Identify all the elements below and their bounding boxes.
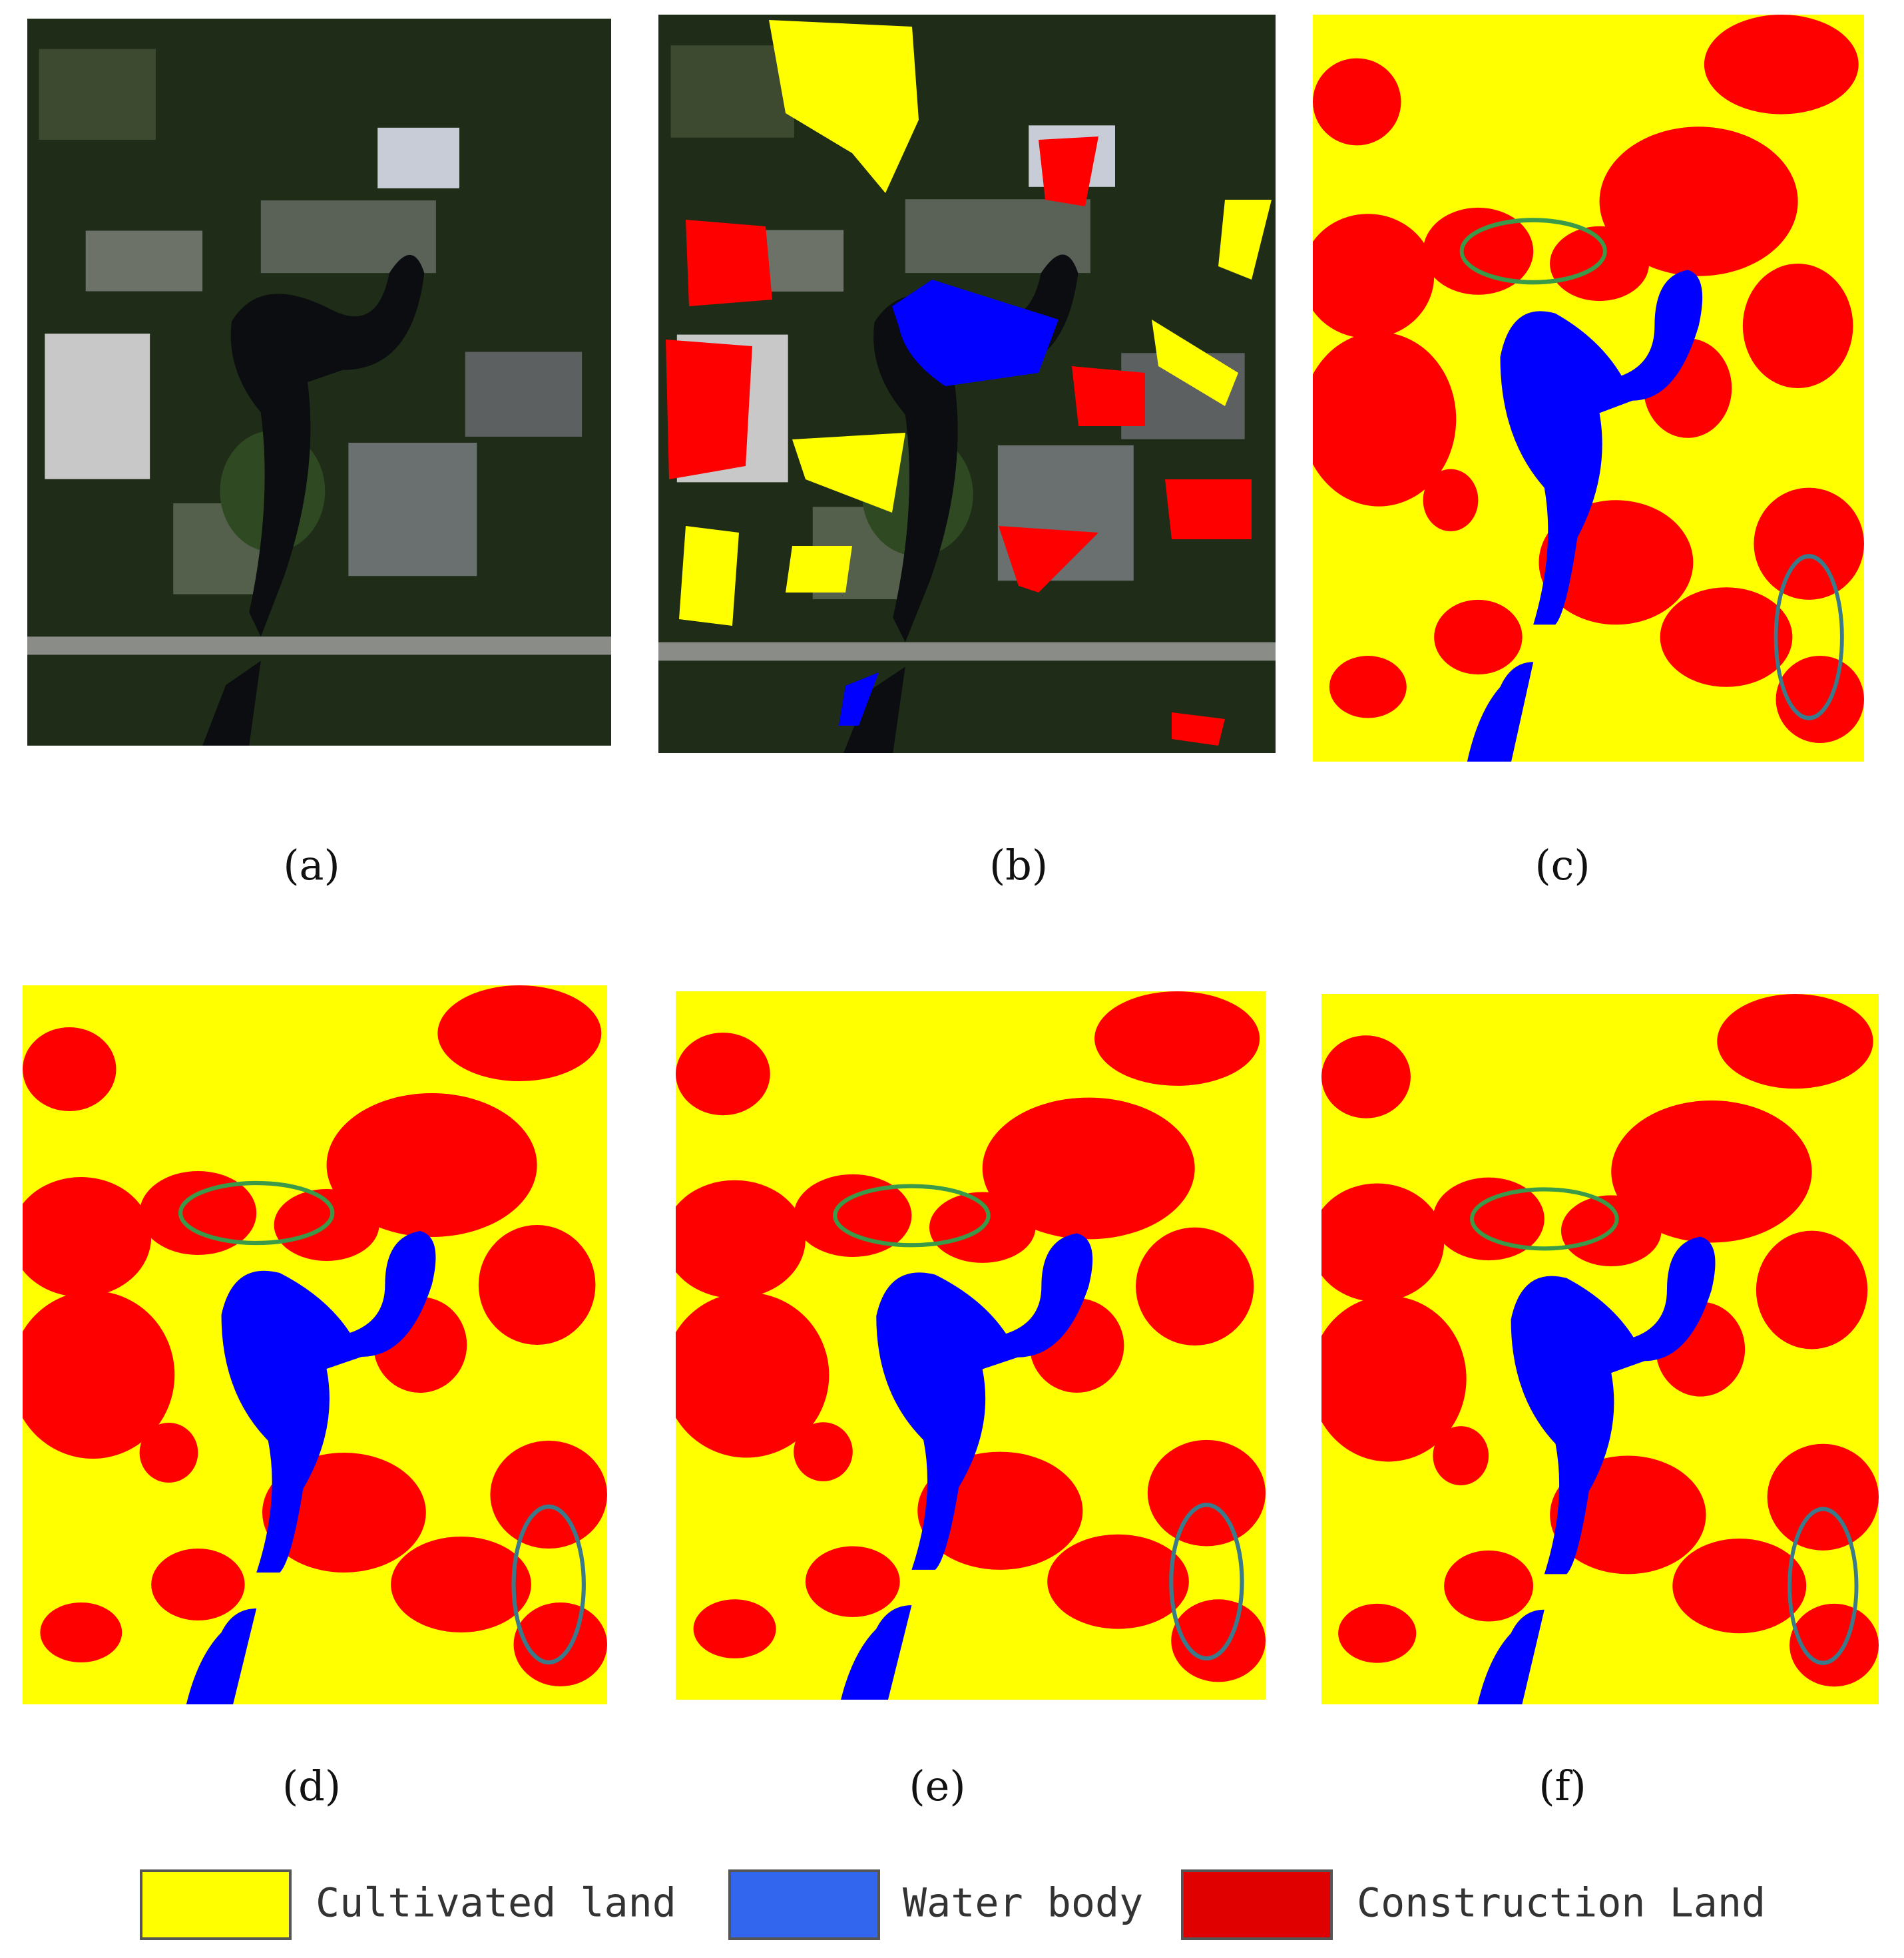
panel-label: (d) — [282, 1762, 341, 1810]
legend-swatch — [728, 1869, 880, 1940]
classification-map — [1310, 994, 1879, 1704]
legend-swatch — [140, 1869, 292, 1940]
panel-label: (b) — [989, 841, 1048, 889]
classification-map — [664, 991, 1266, 1700]
satellite-image — [27, 19, 611, 746]
panel-label: (c) — [1535, 841, 1590, 889]
labelled-sample-image — [658, 15, 1276, 753]
legend-label: Construction Land — [1357, 1880, 1766, 1927]
classification-map — [1302, 15, 1864, 762]
panel-label: (e) — [909, 1762, 965, 1810]
legend-label: Water body — [903, 1880, 1143, 1927]
classification-map — [11, 985, 607, 1704]
legend-label: Cultivated land — [316, 1880, 676, 1927]
legend-swatch — [1181, 1869, 1333, 1940]
panel-label: (f) — [1539, 1762, 1586, 1810]
panel-label: (a) — [283, 841, 340, 889]
